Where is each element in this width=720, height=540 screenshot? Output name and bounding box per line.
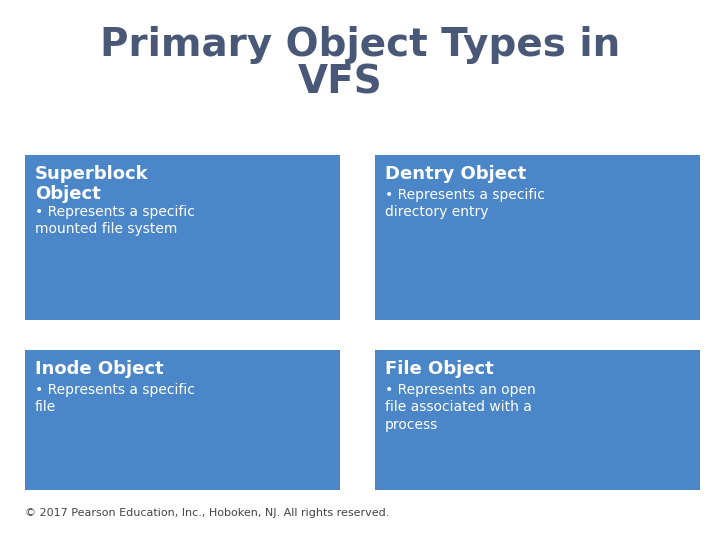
Text: VFS: VFS xyxy=(297,63,382,101)
FancyBboxPatch shape xyxy=(375,350,700,490)
Text: Inode Object: Inode Object xyxy=(35,360,163,378)
Text: • Represents a specific
file: • Represents a specific file xyxy=(35,383,195,414)
Text: Dentry Object: Dentry Object xyxy=(385,165,526,183)
Text: Primary Object Types in: Primary Object Types in xyxy=(100,26,620,64)
Text: Superblock
Object: Superblock Object xyxy=(35,165,148,203)
Text: • Represents a specific
directory entry: • Represents a specific directory entry xyxy=(385,188,545,219)
FancyBboxPatch shape xyxy=(25,350,340,490)
FancyBboxPatch shape xyxy=(25,155,340,320)
Text: • Represents a specific
mounted file system: • Represents a specific mounted file sys… xyxy=(35,205,195,237)
FancyBboxPatch shape xyxy=(375,155,700,320)
Text: • Represents an open
file associated with a
process: • Represents an open file associated wit… xyxy=(385,383,536,431)
Text: © 2017 Pearson Education, Inc., Hoboken, NJ. All rights reserved.: © 2017 Pearson Education, Inc., Hoboken,… xyxy=(25,508,390,518)
Text: File Object: File Object xyxy=(385,360,494,378)
